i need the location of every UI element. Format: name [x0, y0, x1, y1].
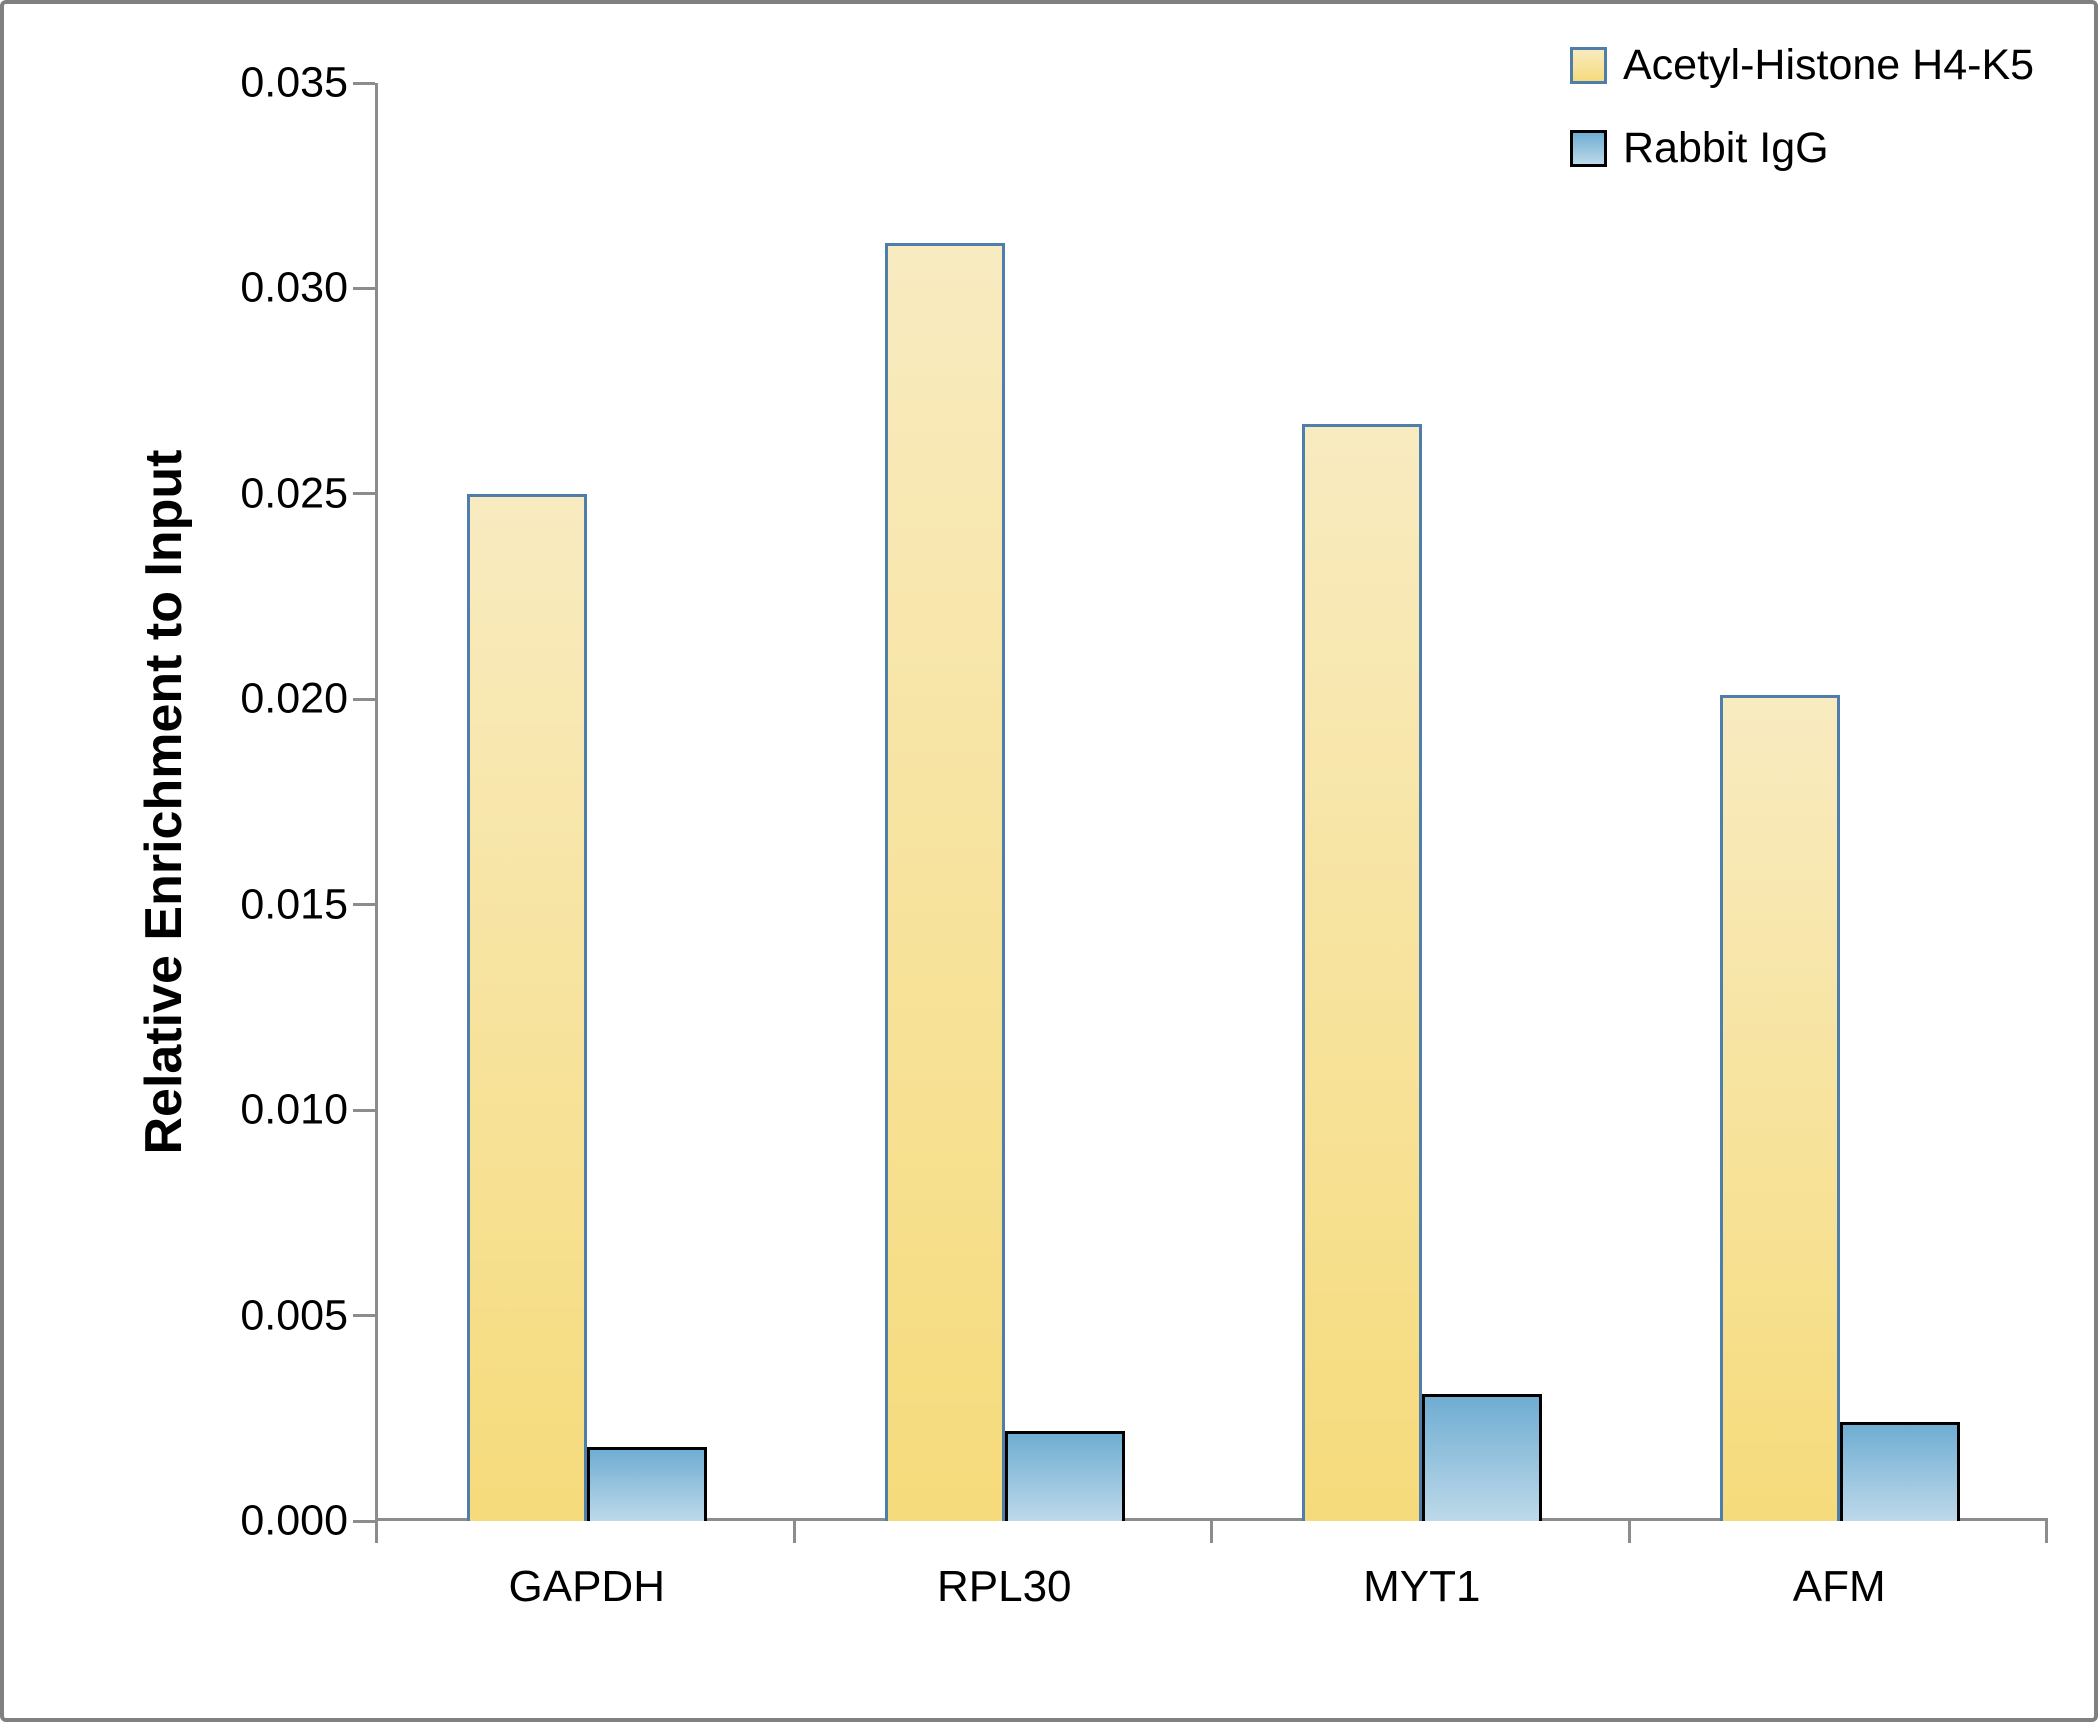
bar-gapdh-acetyl-histone	[467, 493, 587, 1521]
y-tick-label: 0.025	[240, 469, 348, 518]
x-tick-mark	[2045, 1521, 2048, 1543]
x-category-label-myt1: MYT1	[1363, 1562, 1481, 1611]
bar-rpl30-rabbit-igg	[1004, 1430, 1125, 1521]
bar-gapdh-rabbit-igg	[587, 1447, 707, 1521]
bar-afm-rabbit-igg	[1839, 1422, 1960, 1521]
x-tick-mark	[1627, 1521, 1631, 1543]
y-axis-title: Relative Enrichment to Input	[135, 449, 193, 1155]
y-tick-mark	[353, 1314, 375, 1318]
y-axis-line	[375, 83, 378, 1521]
y-tick-label: 0.005	[240, 1291, 348, 1340]
legend-item-acetyl-histone: Acetyl-Histone H4-K5	[1570, 44, 2034, 87]
legend-item-rabbit-igg: Rabbit IgG	[1570, 127, 2034, 170]
x-category-label-gapdh: GAPDH	[508, 1562, 665, 1611]
y-tick-label: 0.010	[240, 1085, 348, 1134]
y-tick-mark	[353, 903, 375, 907]
x-category-label-afm: AFM	[1792, 1562, 1886, 1611]
y-tick-label: 0.020	[240, 674, 348, 723]
legend-swatch-acetyl-histone-icon	[1570, 47, 1607, 84]
bar-afm-acetyl-histone	[1719, 695, 1840, 1521]
bar-myt1-rabbit-igg	[1422, 1393, 1542, 1521]
y-tick-label: 0.015	[240, 880, 348, 929]
y-tick-mark	[353, 1108, 375, 1112]
legend-label-acetyl-histone: Acetyl-Histone H4-K5	[1623, 41, 2035, 89]
bar-rpl30-acetyl-histone	[884, 243, 1005, 1521]
legend-swatch-rabbit-igg-icon	[1570, 130, 1607, 167]
x-tick-mark	[375, 1521, 378, 1543]
legend-label-rabbit-igg: Rabbit IgG	[1623, 124, 1829, 172]
y-tick-mark	[353, 697, 375, 701]
legend: Acetyl-Histone H4-K5 Rabbit IgG	[1570, 44, 2034, 210]
y-tick-label: 0.000	[240, 1496, 348, 1545]
y-tick-mark	[353, 286, 375, 290]
y-tick-mark	[353, 1519, 375, 1523]
x-category-label-rpl30: RPL30	[936, 1562, 1072, 1611]
y-tick-mark	[353, 81, 375, 85]
y-tick-label: 0.030	[240, 263, 348, 312]
x-tick-mark	[792, 1521, 796, 1543]
x-tick-mark	[1210, 1521, 1213, 1543]
bar-myt1-acetyl-histone	[1302, 424, 1422, 1521]
y-tick-mark	[353, 492, 375, 496]
y-tick-label: 0.035	[240, 58, 348, 107]
x-axis-line	[375, 1518, 2048, 1521]
